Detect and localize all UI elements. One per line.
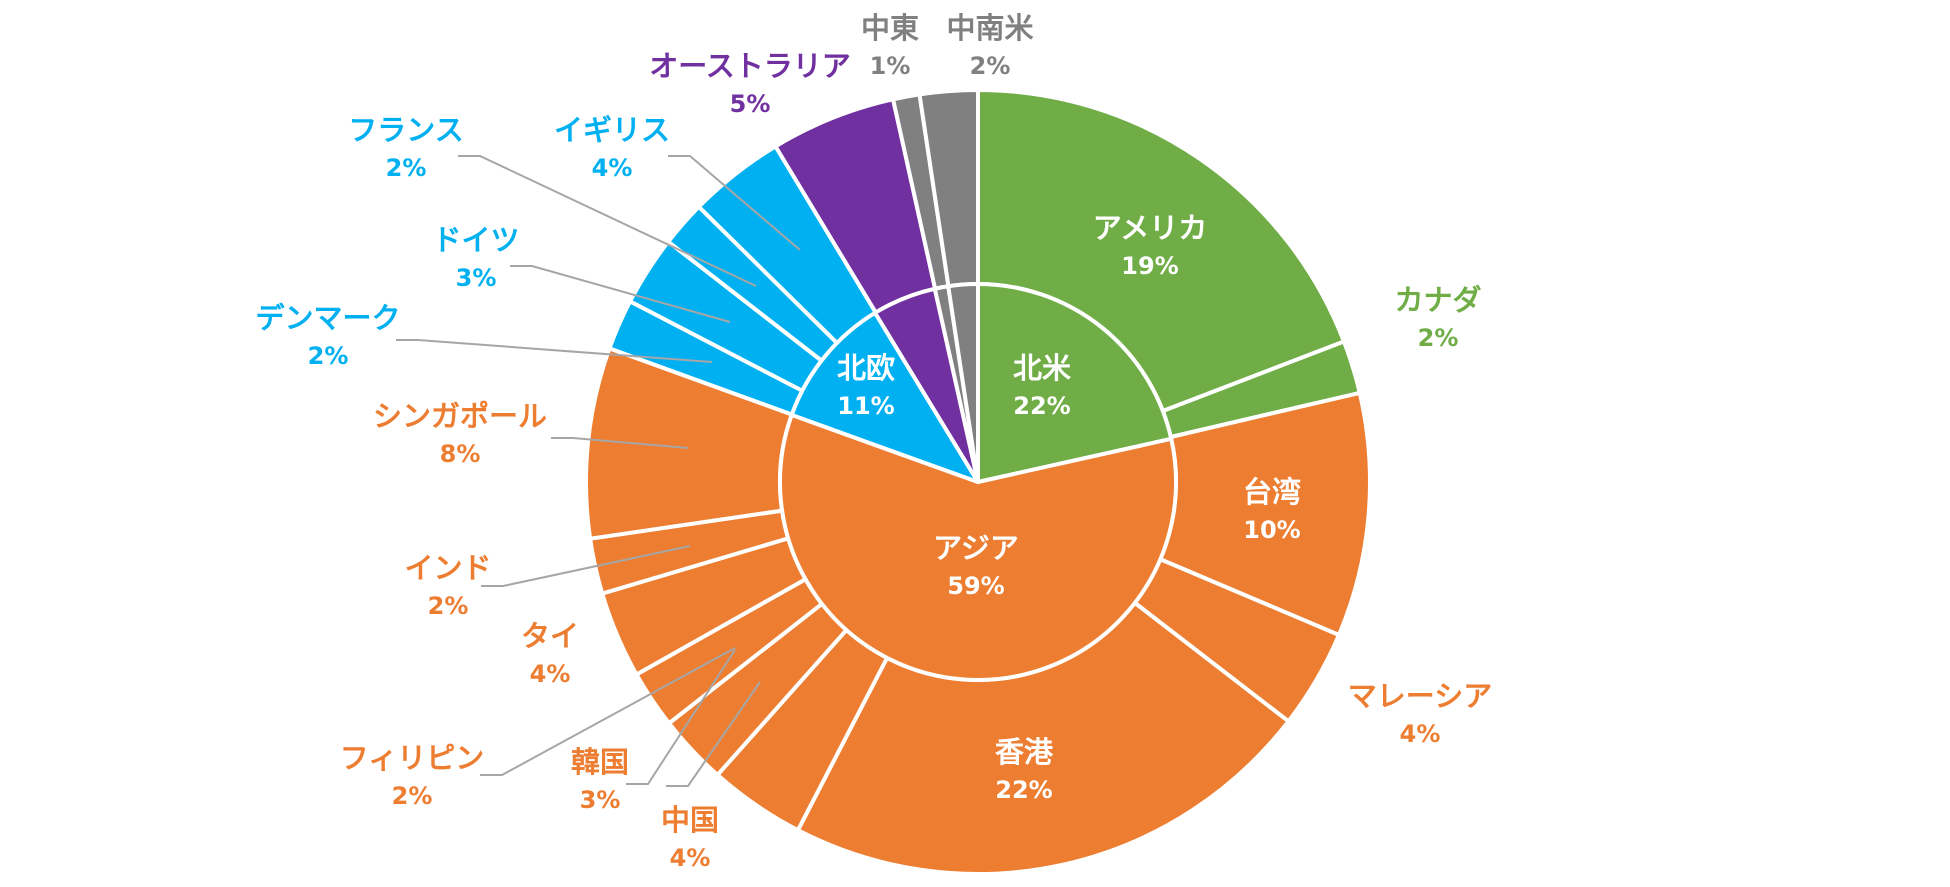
leader-line-13 [458,155,757,287]
outer-8-name-label: タイ [521,619,579,653]
outer-4-name-label: 香港 [995,735,1054,769]
leader-line-14 [668,155,801,251]
outer-6-name-label: 韓国 [571,745,629,779]
outer-7-name-label: フィリピン [340,741,484,775]
outer-5-percent-label: 4% [670,844,711,872]
outer-4-percent-label: 22% [995,776,1052,804]
inner-slice-0 [976,282,1174,484]
outer-3-name-label: マレーシア [1348,679,1492,713]
outer-16-percent-label: 1% [870,52,911,80]
outer-ring [584,88,1372,876]
outer-13-name-label: フランス [348,113,463,147]
inner-slice-5 [946,282,980,484]
inner-ring [778,282,1178,682]
inner-slice-2 [789,310,980,484]
outer-8-percent-label: 4% [530,660,571,688]
data-labels: 北米 22% アジア 59% 北欧 11% アメリカ 19% カナダ 2% 台湾 10% マレーシア 4%… [255,11,1492,872]
inner-1-percent-label: 59% [947,572,1004,600]
outer-14-percent-label: 4% [592,154,633,182]
inner-1-name-label: アジア [933,531,1019,565]
outer-13-percent-label: 2% [386,154,427,182]
outer-11-name-label: デンマーク [255,301,400,335]
leader-line-7 [480,647,736,776]
leader-line-10 [551,437,689,449]
outer-5-name-label: 中国 [661,803,719,837]
inner-2-percent-label: 11% [837,392,894,420]
outer-1-name-label: カナダ [1394,283,1481,317]
outer-10-percent-label: 8% [440,440,481,468]
outer-0-percent-label: 19% [1121,252,1178,280]
inner-0-percent-label: 22% [1013,392,1070,420]
inner-0-name-label: 北米 [1013,351,1071,385]
inner-2-name-label: 北欧 [837,351,895,385]
outer-3-percent-label: 4% [1400,720,1441,748]
outer-1-percent-label: 2% [1418,324,1459,352]
leader-line-11 [396,339,713,363]
outer-10-name-label: シンガポール [373,399,547,433]
leader-lines [396,155,801,787]
outer-11-percent-label: 2% [308,342,349,370]
outer-15-percent-label: 5% [730,90,771,118]
outer-7-percent-label: 2% [392,782,433,810]
outer-15-name-label: オーストラリア [649,49,851,83]
outer-9-name-label: インド [404,551,491,585]
outer-12-name-label: ドイツ [432,223,519,257]
leader-line-5 [666,681,761,787]
outer-9-percent-label: 2% [428,592,469,620]
outer-14-name-label: イギリス [554,113,670,147]
inner-slice-1 [778,412,1178,682]
outer-16-name-label: 中東 [861,11,919,45]
outer-6-percent-label: 3% [580,786,621,814]
outer-12-percent-label: 3% [456,264,497,292]
outer-17-percent-label: 2% [970,52,1011,80]
leader-line-12 [510,265,731,323]
leader-line-6 [626,649,736,785]
outer-2-percent-label: 10% [1243,516,1300,544]
outer-0-name-label: アメリカ [1093,211,1208,245]
outer-2-name-label: 台湾 [1243,475,1301,509]
outer-17-name-label: 中南米 [946,11,1033,45]
leader-line-9 [481,545,691,587]
